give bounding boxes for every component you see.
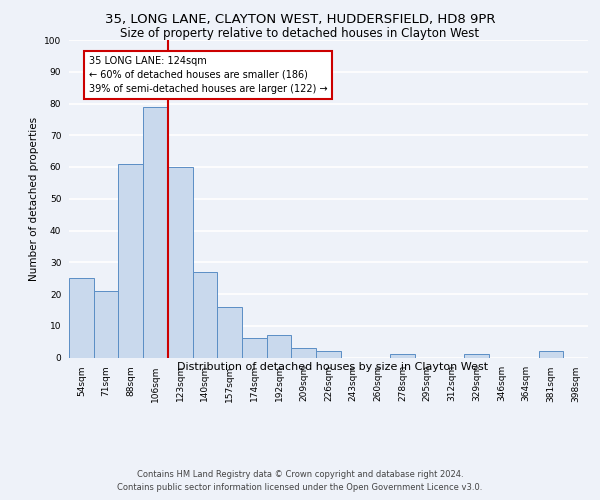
Bar [292, 348, 316, 358]
Text: 35 LONG LANE: 124sqm
← 60% of detached houses are smaller (186)
39% of semi-deta: 35 LONG LANE: 124sqm ← 60% of detached h… [89, 56, 328, 94]
Bar [390, 354, 415, 358]
Bar [143, 106, 168, 358]
Bar [242, 338, 267, 357]
Bar [217, 306, 242, 358]
Bar [539, 351, 563, 358]
Text: Size of property relative to detached houses in Clayton West: Size of property relative to detached ho… [121, 28, 479, 40]
Bar [267, 336, 292, 357]
Text: 35, LONG LANE, CLAYTON WEST, HUDDERSFIELD, HD8 9PR: 35, LONG LANE, CLAYTON WEST, HUDDERSFIEL… [105, 12, 495, 26]
Bar [168, 167, 193, 358]
Bar [94, 291, 118, 358]
Bar [316, 351, 341, 358]
Text: Distribution of detached houses by size in Clayton West: Distribution of detached houses by size … [178, 362, 488, 372]
Y-axis label: Number of detached properties: Number of detached properties [29, 116, 38, 281]
Bar [118, 164, 143, 358]
Bar [464, 354, 489, 358]
Text: Contains HM Land Registry data © Crown copyright and database right 2024.
Contai: Contains HM Land Registry data © Crown c… [118, 470, 482, 492]
Bar [69, 278, 94, 357]
Bar [193, 272, 217, 358]
